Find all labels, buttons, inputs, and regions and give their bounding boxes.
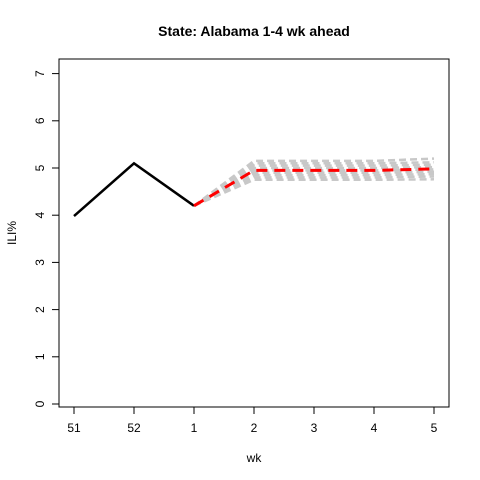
x-tick-label: 5 (431, 421, 438, 435)
y-axis-label: ILI% (5, 221, 19, 245)
ensemble-layer (193, 157, 435, 207)
y-tick-label: 3 (33, 259, 47, 266)
observed-series-line (73, 161, 195, 218)
ensemble-member-line (193, 163, 435, 207)
plot-frame (58, 58, 450, 408)
y-tick-label: 6 (33, 117, 47, 124)
x-tick-label: 51 (67, 421, 81, 435)
x-axis: 51 52 1 2 3 4 5 (67, 406, 438, 435)
ensemble-member-line (193, 175, 435, 207)
y-tick-label: 5 (33, 164, 47, 171)
ensemble-member-line (193, 178, 435, 207)
ensemble-member-line (193, 165, 435, 207)
ensemble-member-line (193, 157, 435, 207)
x-tick-label: 4 (371, 421, 378, 435)
ensemble-member-line (193, 161, 435, 207)
y-tick-label: 7 (33, 70, 47, 77)
chart-title: State: Alabama 1-4 wk ahead (158, 23, 350, 39)
y-axis: 0 1 2 3 4 5 6 7 (33, 70, 60, 407)
x-tick-label: 52 (127, 421, 141, 435)
y-tick-label: 4 (33, 212, 47, 219)
x-tick-label: 1 (191, 421, 198, 435)
x-axis-label: wk (246, 451, 263, 465)
ensemble-member-line (193, 172, 435, 207)
x-tick-label: 3 (311, 421, 318, 435)
x-tick-label: 2 (251, 421, 258, 435)
y-tick-label: 1 (33, 353, 47, 360)
y-tick-label: 0 (33, 400, 47, 407)
y-tick-label: 2 (33, 306, 47, 313)
series-layer (73, 161, 435, 218)
forecast-series-line (193, 167, 435, 208)
